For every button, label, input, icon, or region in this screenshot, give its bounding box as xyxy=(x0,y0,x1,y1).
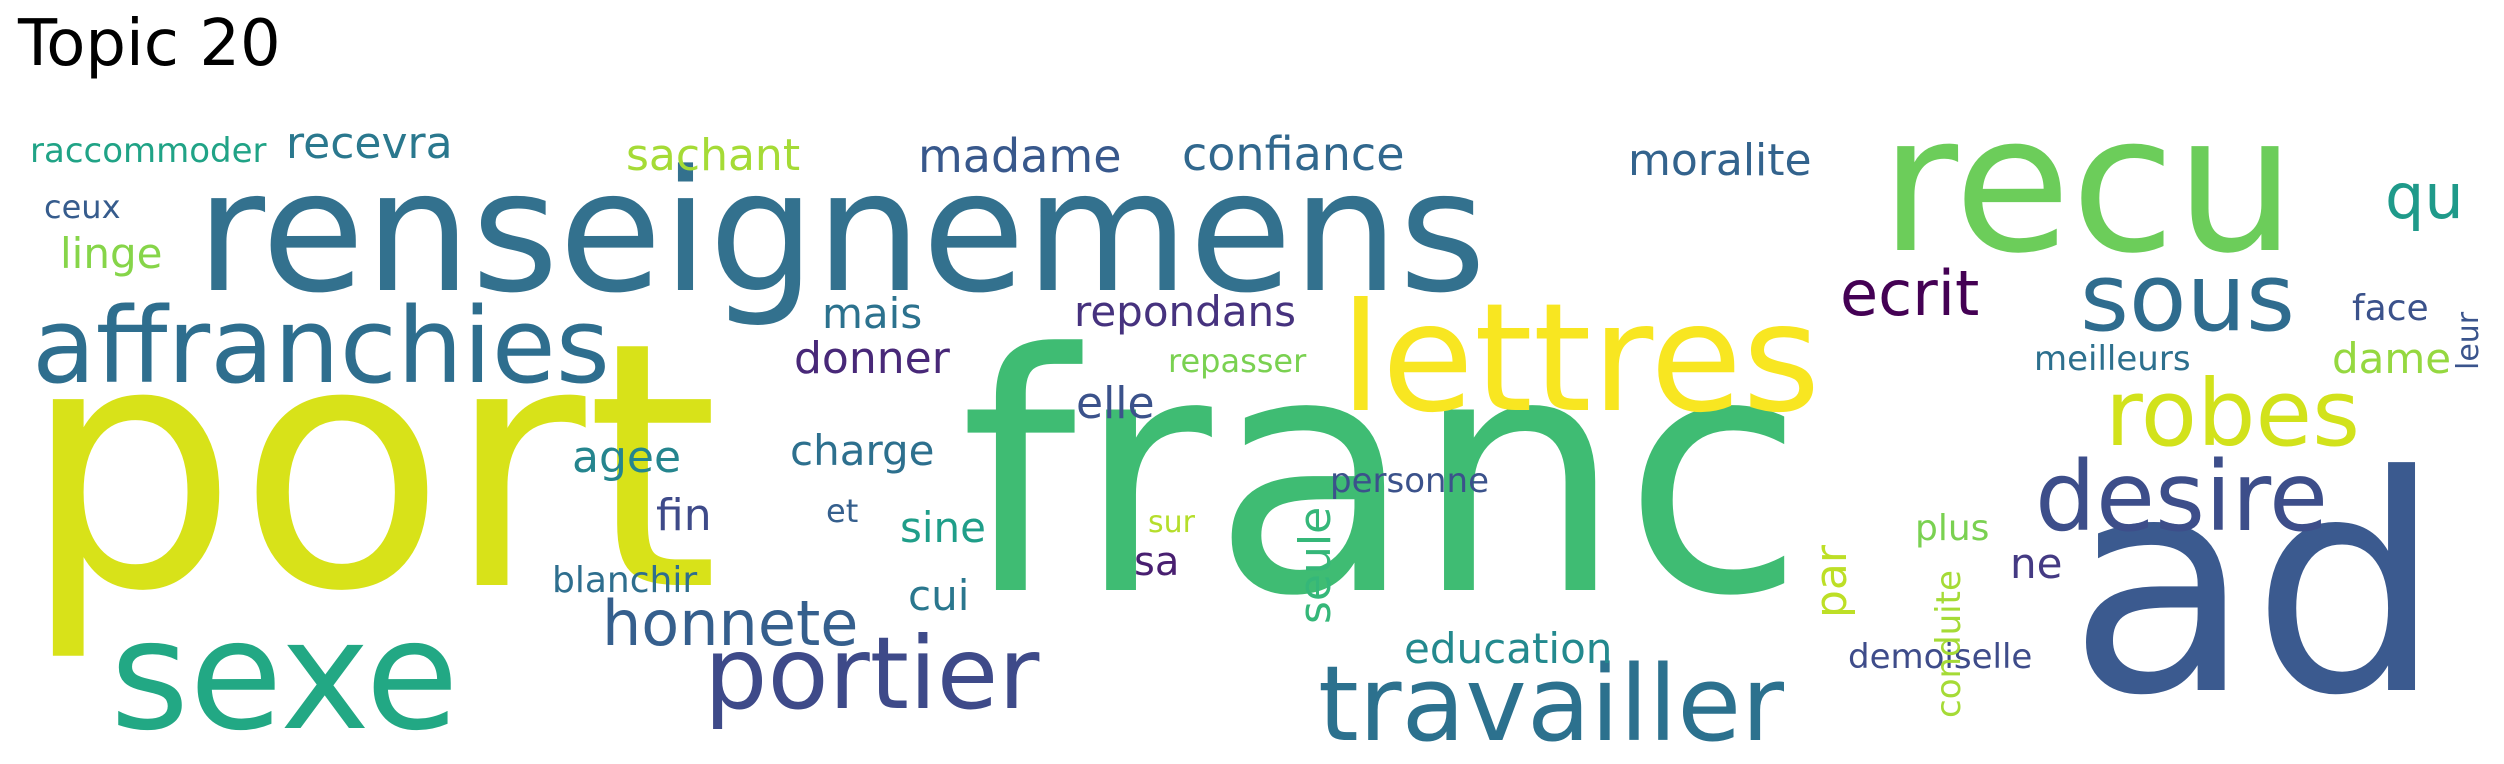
word-linge: linge xyxy=(60,229,162,278)
word-et: et xyxy=(826,492,858,530)
word-donner: donner xyxy=(794,333,951,384)
word-recu: recu xyxy=(1880,74,2296,295)
word-sine: sine xyxy=(900,503,986,552)
word-desire: desire xyxy=(2035,441,2328,553)
chart-title: Topic 20 xyxy=(18,7,281,81)
word-meilleurs: meilleurs xyxy=(2034,339,2191,379)
word-personne: personne xyxy=(1330,461,1489,501)
word-repasser: repasser xyxy=(1168,342,1307,380)
word-face: face xyxy=(2352,288,2429,329)
word-moralite: moralite xyxy=(1628,135,1812,186)
word-agee: agee xyxy=(572,432,681,483)
word-sur: sur xyxy=(1148,505,1196,540)
word-ceux: ceux xyxy=(44,188,121,226)
word-mais: mais xyxy=(822,289,922,338)
word-port: port xyxy=(22,270,719,666)
word-elle: elle xyxy=(1076,378,1155,429)
word-par: par xyxy=(1806,544,1857,618)
word-renseignemens: renseignemens xyxy=(196,134,1486,330)
word-confiance: confiance xyxy=(1182,127,1405,181)
word-charge: charge xyxy=(790,426,934,475)
word-sachant: sachant xyxy=(626,130,800,181)
word-franc: franc xyxy=(960,284,1805,668)
word-honnete: honnete xyxy=(602,587,858,660)
word-ecrit: ecrit xyxy=(1840,257,1979,330)
word-sexe: sexe xyxy=(110,587,459,764)
word-recevra: recevra xyxy=(286,118,453,169)
word-education: education xyxy=(1404,624,1612,673)
word-sous: sous xyxy=(2080,244,2295,353)
word-lettres: lettres xyxy=(1340,272,1820,446)
word-madame: madame xyxy=(918,129,1122,183)
word-robes: robes xyxy=(2105,360,2360,467)
word-plus: plus xyxy=(1915,508,1989,549)
word-portier: portier xyxy=(704,615,1040,732)
word-demoiselle: demoiselle xyxy=(1848,637,2032,677)
word-repondans: repondans xyxy=(1074,287,1296,336)
word-dame: dame xyxy=(2332,334,2451,383)
word-fin: fin xyxy=(656,490,712,541)
word-leur: leur xyxy=(2451,311,2486,370)
word-sa: sa xyxy=(1134,539,1179,585)
word-affranchies: affranchies xyxy=(32,285,610,407)
word-seule: seule xyxy=(1290,507,1341,624)
word-conduite: conduite xyxy=(1929,570,1969,718)
word-ad: ad xyxy=(2068,412,2442,761)
word-ne: ne xyxy=(2010,539,2062,588)
word-cui: cui xyxy=(908,571,969,620)
word-travailler: travailler xyxy=(1318,643,1784,764)
word-blanchir: blanchir xyxy=(552,560,697,601)
word-qu: qu xyxy=(2385,160,2464,233)
word-raccommoder: raccommoder xyxy=(30,131,267,171)
